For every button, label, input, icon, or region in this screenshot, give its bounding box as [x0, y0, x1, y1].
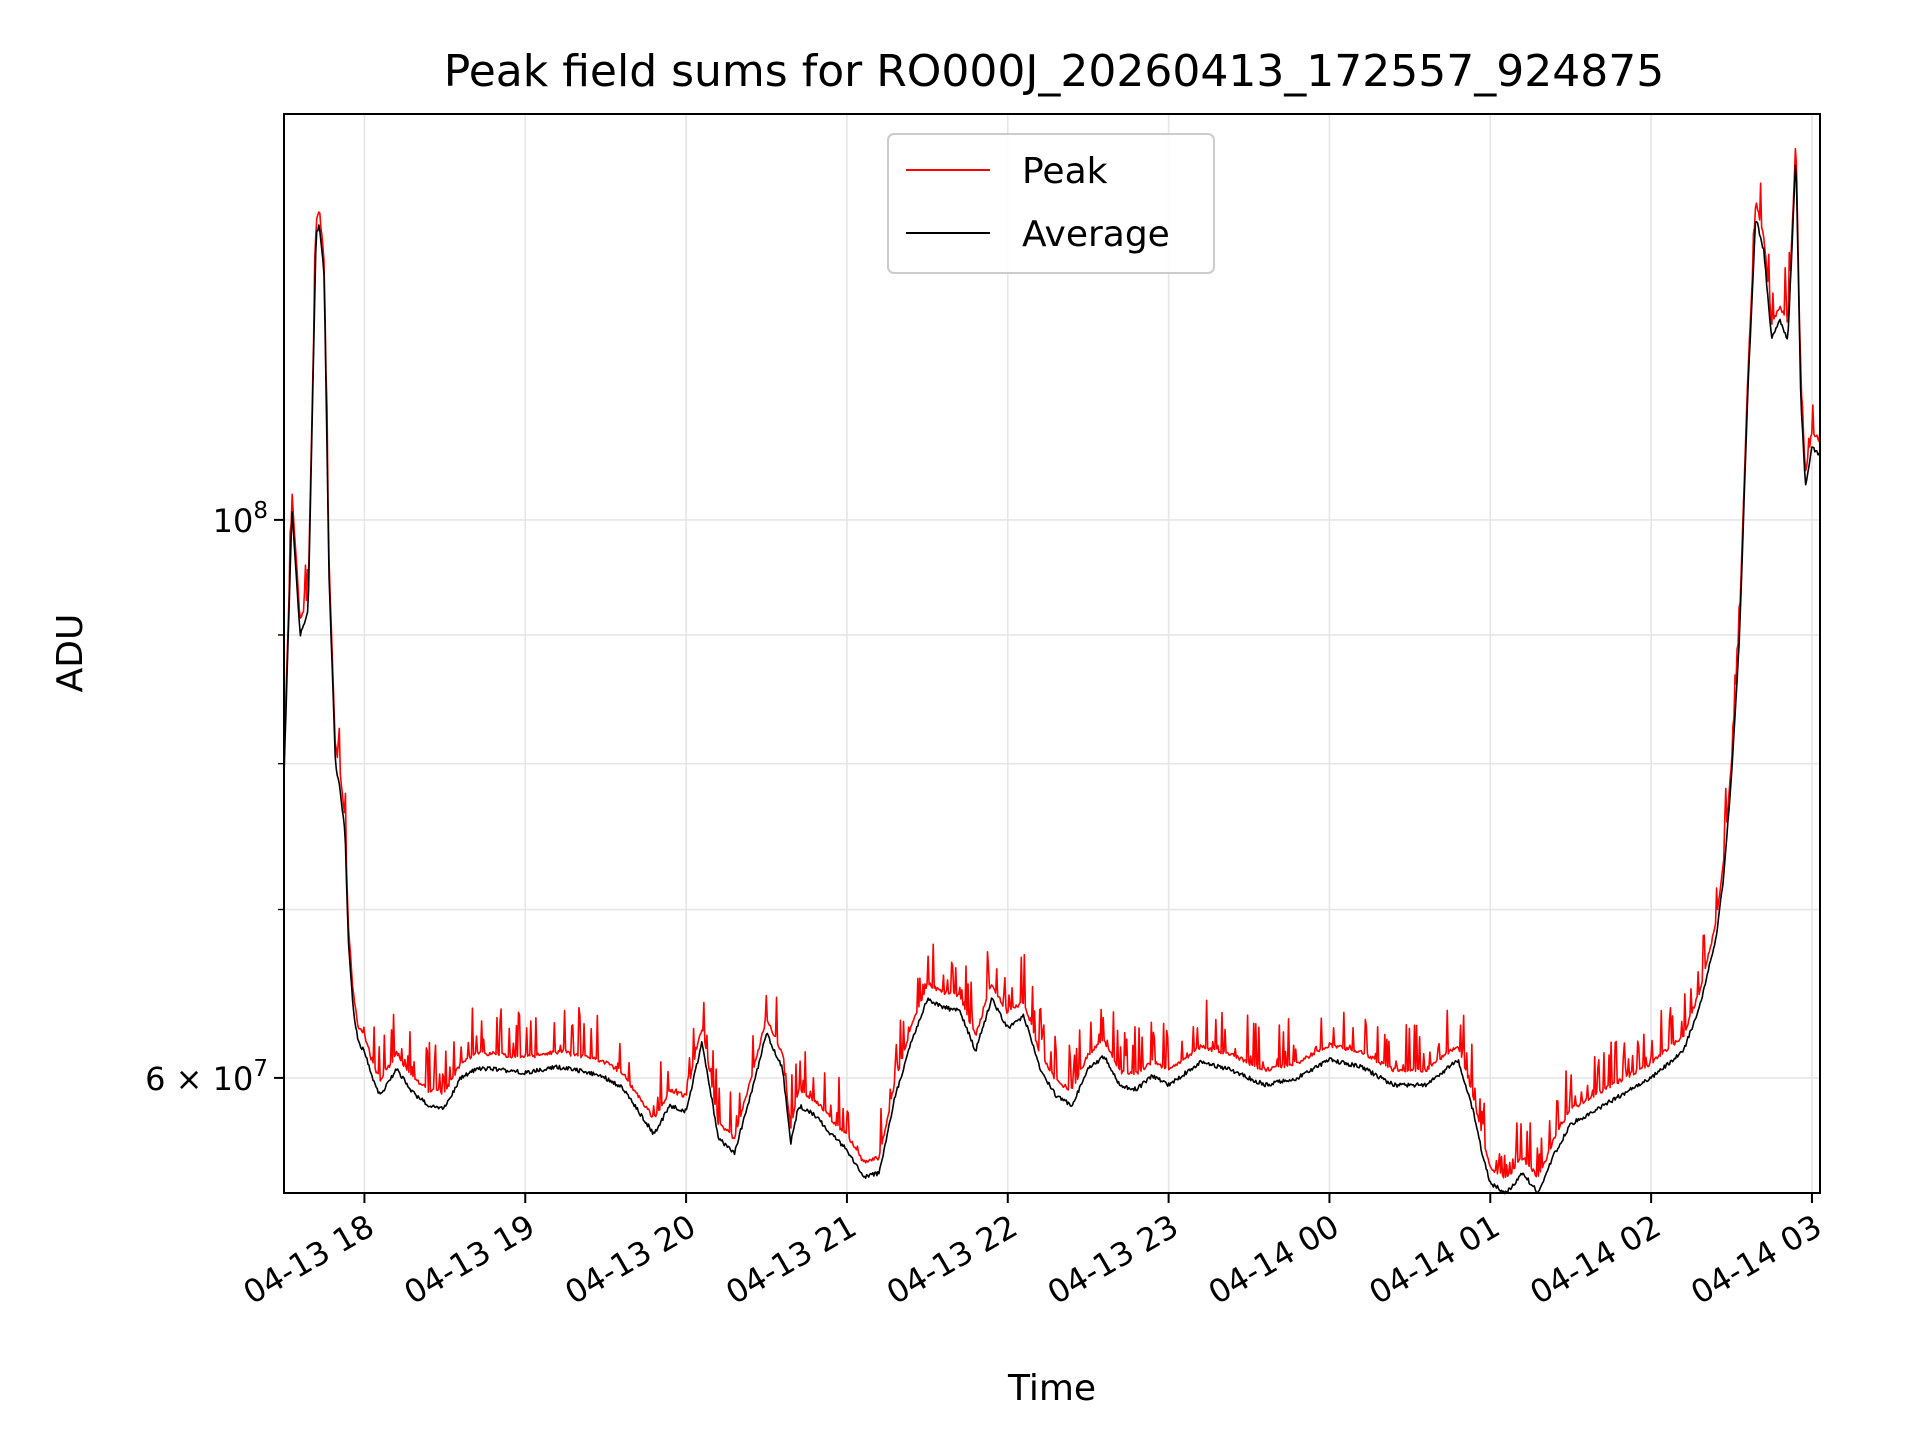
legend-label-peak: Peak: [1022, 151, 1108, 192]
series-lines: [283, 147, 1821, 1195]
x-axis-label: Time: [1007, 1368, 1096, 1409]
y-tick-label: 6 × 107: [145, 1056, 268, 1098]
series-line-peak: [283, 147, 1821, 1179]
chart-title: Peak field sums for RO000J_20260413_1725…: [444, 46, 1665, 97]
y-tick-label: 108: [213, 498, 268, 540]
legend-label-average: Average: [1022, 214, 1170, 255]
y-axis-label: ADU: [50, 614, 91, 693]
plot-frame: [283, 113, 1821, 1194]
legend-box: [887, 133, 1215, 274]
legend: Peak Average: [887, 133, 1215, 274]
grid-lines: [284, 114, 1820, 1193]
series-line-average: [283, 164, 1821, 1195]
